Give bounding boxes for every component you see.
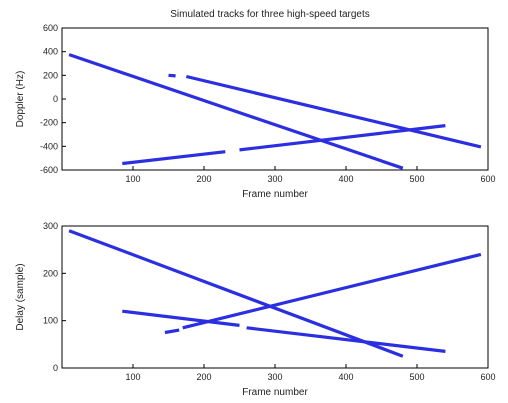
delay-y-axis-label: Delay (sample) <box>15 263 26 330</box>
doppler-panel: 100 200 300 400 500 600 -600 -400 -200 0 200 400 600… <box>15 23 496 200</box>
doppler-tracks <box>68 53 482 170</box>
delay-x-tick-label: 600 <box>480 372 495 382</box>
doppler-x-tick-label: 600 <box>480 174 495 184</box>
doppler-x-axis-label: Frame number <box>242 189 308 200</box>
doppler-track-2-line <box>185 74 482 149</box>
doppler-y-tick-label: 400 <box>43 47 58 57</box>
doppler-track-2-line <box>168 73 176 78</box>
doppler-x-tick-label: 100 <box>125 174 140 184</box>
doppler-y-axis-label: Doppler (Hz) <box>15 71 26 128</box>
delay-track-2-line <box>164 328 180 335</box>
delay-x-axis-label: Frame number <box>242 387 308 398</box>
doppler-y-tick-label: -600 <box>40 165 58 175</box>
delay-panel: 100 200 300 400 500 600 0 100 200 300 Frame numbe… <box>15 221 496 398</box>
doppler-y-tick-label: 200 <box>43 70 58 80</box>
doppler-x-tick-label: 200 <box>196 174 211 184</box>
doppler-y-tick-label: 0 <box>53 94 58 104</box>
delay-y-tick-label: 100 <box>43 316 58 326</box>
delay-track-3-line <box>122 309 240 327</box>
delay-y-tick-label: 300 <box>43 221 58 231</box>
delay-tracks <box>68 229 482 358</box>
delay-x-tick-label: 200 <box>196 372 211 382</box>
delay-x-tick-label: 100 <box>125 372 140 382</box>
delay-track-3-line <box>246 326 446 353</box>
doppler-x-tick-label: 300 <box>267 174 282 184</box>
doppler-x-tick-label: 400 <box>338 174 353 184</box>
figure-title: Simulated tracks for three high-speed ta… <box>170 9 370 20</box>
doppler-track-3-line <box>239 124 446 152</box>
delay-x-tick-label: 400 <box>338 372 353 382</box>
doppler-track-3-line <box>122 150 226 166</box>
delay-y-tick-label: 200 <box>43 268 58 278</box>
delay-track-2-line <box>182 252 482 330</box>
doppler-y-tick-label: -200 <box>40 118 58 128</box>
delay-y-tick-label: 0 <box>53 363 58 373</box>
doppler-x-tick-label: 500 <box>409 174 424 184</box>
doppler-ticks: 100 200 300 400 500 600 -600 -400 -200 0 200 400 600 <box>40 23 496 184</box>
delay-x-tick-label: 300 <box>267 372 282 382</box>
delay-track-1-line <box>68 229 404 358</box>
doppler-y-tick-label: -400 <box>40 141 58 151</box>
delay-ticks: 100 200 300 400 500 600 0 100 200 300 <box>43 221 496 382</box>
delay-x-tick-label: 500 <box>409 372 424 382</box>
delay-plot-frame <box>61 225 489 369</box>
doppler-track-1-line <box>68 53 404 170</box>
doppler-y-tick-label: 600 <box>43 23 58 33</box>
